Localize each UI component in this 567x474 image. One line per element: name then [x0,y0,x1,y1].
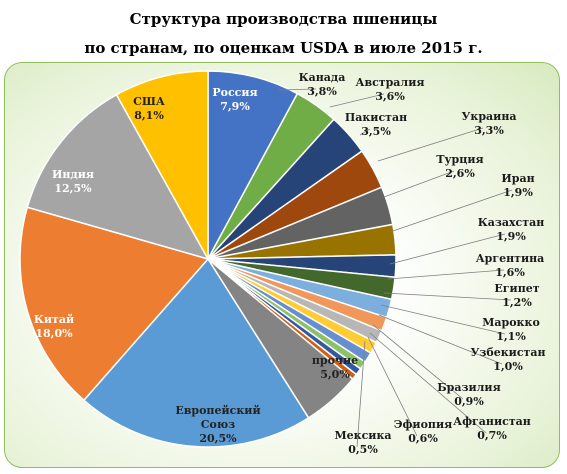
slice-label-3: Австралия 3,6% [356,76,425,103]
slice-label-10: Египет 1,2% [494,282,539,309]
leader-line-12 [378,314,503,365]
slice-label-17: прочие 5,0% [312,354,358,381]
slice-label-19: Китай 18,0% [34,313,74,340]
leader-line-15 [367,336,418,437]
leader-line-14 [369,332,487,434]
chart-title-line1: Структура производства пшеницы [129,10,438,28]
slice-label-8: Казахстан 1,9% [478,216,545,243]
leader-line-13 [372,324,464,400]
pie-slice-1 [207,70,299,260]
slice-label-6: Турция 2,6% [436,153,483,180]
leader-line-4 [359,128,371,136]
leader-line-2 [277,88,317,91]
leader-line-16 [356,340,366,448]
slice-label-5: Украина 3,3% [461,110,516,137]
slice-label-9: Аргентина 1,6% [476,252,545,279]
leader-line-6 [383,170,455,198]
leader-line-7 [389,189,513,233]
leader-line-9 [387,269,505,280]
leader-line-8 [389,233,506,265]
slice-label-15: Эфиопия 0,6% [394,418,453,445]
pie-slice-20 [26,93,210,261]
chart-title-line2: по странам, по оценкам USDA в июле 2015 … [84,39,483,57]
slice-label-20: Индия 12,5% [52,168,94,195]
pie-slice-19 [19,206,210,402]
leader-line-11 [380,304,506,335]
slice-label-7: Иран 1,9% [501,172,534,199]
slice-label-1: Россия 7,9% [212,86,257,113]
slice-label-11: Марокко 1,1% [482,316,540,343]
slice-label-12: Узбекистан 1,0% [470,346,545,373]
slice-label-14: Афганистан 0,7% [453,415,531,442]
pie-slice-21 [115,70,209,262]
leader-line-5 [377,127,484,162]
leader-line-3 [329,93,385,108]
slice-label-13: Бразилия 0,9% [437,381,500,408]
slice-label-16: Мексика 0,5% [334,429,391,456]
slice-label-21: США 8,1% [133,95,165,122]
slice-label-4: Пакистан 3,5% [345,111,407,138]
pie-slice-18 [82,257,310,448]
slice-label-18: Европейский Союз 20,5% [175,404,260,445]
slice-label-2: Канада 3,8% [299,71,346,98]
leader-line-10 [383,292,512,301]
